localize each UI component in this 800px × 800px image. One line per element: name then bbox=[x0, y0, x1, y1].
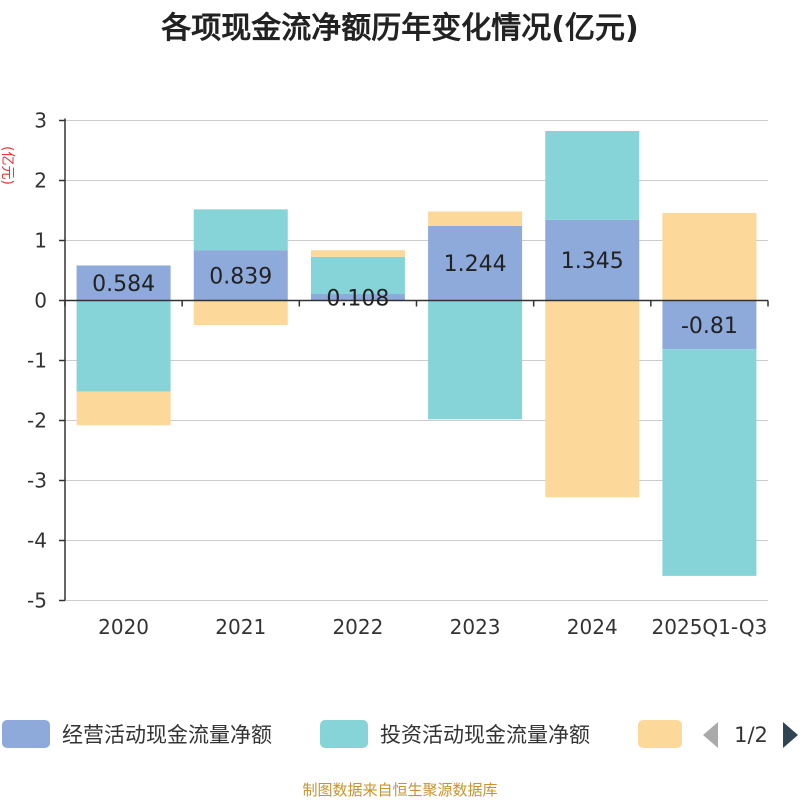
y-axis-label: (亿元) bbox=[0, 146, 15, 185]
bar-segment bbox=[193, 250, 288, 301]
legend-swatch-investing[interactable] bbox=[320, 720, 368, 748]
y-tick-label: 1 bbox=[34, 229, 47, 253]
data-label: 0.108 bbox=[326, 286, 389, 311]
data-label: 0.839 bbox=[209, 264, 272, 289]
bar-segment bbox=[428, 225, 523, 301]
bar-segment bbox=[193, 300, 288, 326]
data-labels: 0.584 0.839 0.108 1.244 1.345 -0.81 bbox=[92, 249, 738, 339]
legend: 经营活动现金流量净额 投资活动现金流量净额 1/2 bbox=[2, 720, 798, 748]
data-label: 0.584 bbox=[92, 272, 155, 297]
bar-segment bbox=[428, 211, 523, 226]
y-tick-label: 2 bbox=[34, 169, 47, 193]
axes bbox=[59, 118, 769, 602]
bar-segment bbox=[662, 349, 757, 576]
bar-segment bbox=[545, 219, 640, 301]
legend-page-indicator: 1/2 bbox=[734, 723, 768, 747]
bar-segment bbox=[662, 300, 757, 350]
bars bbox=[76, 131, 757, 576]
data-label: 1.244 bbox=[444, 252, 507, 277]
bar-segment bbox=[662, 212, 757, 301]
legend-next-page-icon[interactable] bbox=[783, 722, 798, 748]
data-label: 1.345 bbox=[561, 249, 624, 274]
bar-segment bbox=[310, 250, 405, 257]
bar-segment bbox=[310, 294, 405, 301]
x-tick-label: 2021 bbox=[215, 615, 266, 639]
x-tick-label: 2023 bbox=[450, 615, 501, 639]
x-tick-label: 2025Q1-Q3 bbox=[652, 615, 768, 639]
source-note: 制图数据来自恒生聚源数据库 bbox=[302, 781, 497, 799]
x-tick-label: 2024 bbox=[567, 615, 618, 639]
y-tick-labels: 3 2 1 0 -1 -2 -3 -4 -5 bbox=[27, 109, 47, 613]
bar-segment bbox=[193, 209, 288, 251]
x-tick-labels: 2020 2021 2022 2023 2024 2025Q1-Q3 bbox=[98, 615, 767, 639]
bar-segment bbox=[310, 256, 405, 295]
x-tick-label: 2022 bbox=[332, 615, 383, 639]
bar-segment bbox=[76, 265, 171, 301]
legend-label-investing[interactable]: 投资活动现金流量净额 bbox=[380, 723, 590, 747]
bar-segment bbox=[76, 300, 171, 392]
bar-segment bbox=[545, 131, 640, 220]
y-tick-label: -1 bbox=[27, 349, 47, 373]
y-tick-label: -2 bbox=[27, 409, 47, 433]
y-tick-label: -5 bbox=[27, 589, 47, 613]
data-label: -0.81 bbox=[681, 314, 738, 339]
chart-title: 各项现金流净额历年变化情况(亿元) bbox=[160, 11, 638, 46]
x-tick-label: 2020 bbox=[98, 615, 149, 639]
bar-segment bbox=[76, 391, 171, 426]
grid-lines bbox=[65, 120, 768, 601]
bar-segment bbox=[545, 300, 640, 498]
y-tick-label: 3 bbox=[34, 109, 47, 133]
legend-swatch-operating[interactable] bbox=[2, 720, 50, 748]
legend-label-operating[interactable]: 经营活动现金流量净额 bbox=[62, 723, 272, 747]
y-tick-label: -3 bbox=[27, 469, 47, 493]
legend-swatch-financing[interactable] bbox=[638, 720, 682, 748]
y-tick-label: -4 bbox=[27, 529, 47, 553]
bar-segment bbox=[428, 300, 523, 420]
y-tick-label: 0 bbox=[34, 289, 47, 313]
legend-prev-page-icon[interactable] bbox=[703, 722, 718, 748]
